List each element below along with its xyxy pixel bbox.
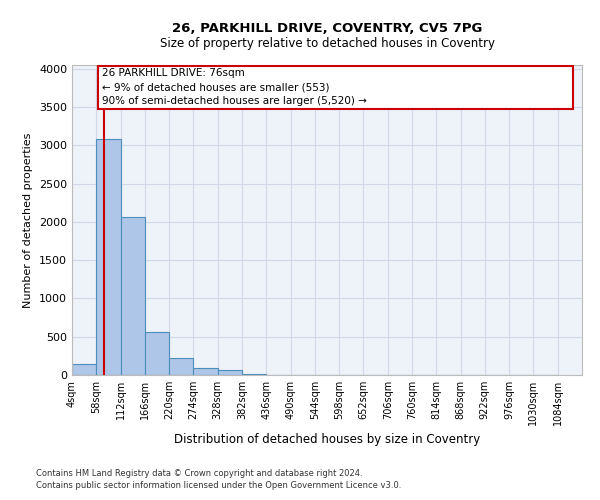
Bar xyxy=(193,368,218,375)
Text: Size of property relative to detached houses in Coventry: Size of property relative to detached ho… xyxy=(160,38,494,51)
Bar xyxy=(72,364,96,375)
Bar xyxy=(169,358,193,375)
Text: 26, PARKHILL DRIVE, COVENTRY, CV5 7PG: 26, PARKHILL DRIVE, COVENTRY, CV5 7PG xyxy=(172,22,482,36)
Bar xyxy=(218,370,242,375)
Bar xyxy=(96,139,121,375)
Y-axis label: Number of detached properties: Number of detached properties xyxy=(23,132,34,308)
FancyBboxPatch shape xyxy=(98,66,573,108)
Text: Contains HM Land Registry data © Crown copyright and database right 2024.: Contains HM Land Registry data © Crown c… xyxy=(36,468,362,477)
Bar xyxy=(242,374,266,375)
Text: 26 PARKHILL DRIVE: 76sqm
← 9% of detached houses are smaller (553)
90% of semi-d: 26 PARKHILL DRIVE: 76sqm ← 9% of detache… xyxy=(101,68,367,106)
Bar xyxy=(145,332,169,375)
Bar xyxy=(121,218,145,375)
Text: Contains public sector information licensed under the Open Government Licence v3: Contains public sector information licen… xyxy=(36,481,401,490)
X-axis label: Distribution of detached houses by size in Coventry: Distribution of detached houses by size … xyxy=(174,434,480,446)
